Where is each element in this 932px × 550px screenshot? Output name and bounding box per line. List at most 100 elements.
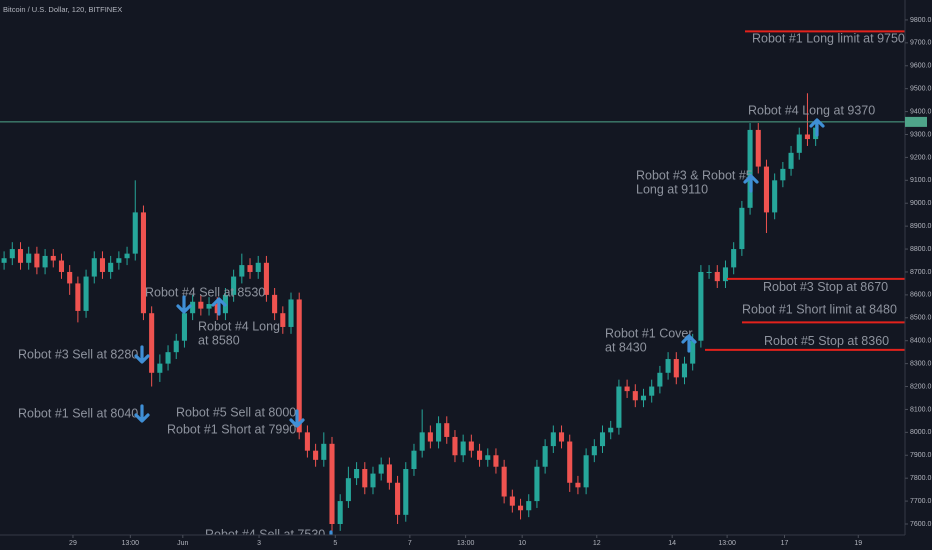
- candle-body: [99, 258, 106, 272]
- annotation-text: at 8430: [605, 340, 647, 354]
- candle-body: [206, 304, 212, 309]
- candle-body: [296, 299, 302, 433]
- y-tick-label: 9000.0: [910, 200, 932, 207]
- x-tick-label: 29: [69, 540, 77, 547]
- annotation-text: Robot #4 Long at 9370: [748, 103, 875, 117]
- y-tick-label: 8700.0: [910, 269, 932, 276]
- candle-body: [50, 255, 56, 261]
- signal-arrow: [176, 295, 192, 314]
- candle-body: [739, 207, 745, 250]
- y-tick-label: 8200.0: [910, 383, 932, 390]
- annotation-text: Robot #3 Sell at 8280: [18, 347, 138, 361]
- candle-body: [468, 441, 474, 451]
- candle-body: [75, 283, 81, 311]
- candle-body: [26, 253, 32, 263]
- x-tick-label: 14: [668, 540, 676, 547]
- x-tick-label: 7: [408, 540, 412, 547]
- candle-body: [149, 313, 155, 373]
- candle-body: [58, 260, 65, 272]
- candle-body: [190, 301, 196, 314]
- candle-body: [403, 469, 409, 515]
- candle-body: [378, 464, 384, 474]
- y-tick-label: 8500.0: [910, 315, 932, 322]
- candle-body: [714, 271, 720, 282]
- x-tick-label: 13:00: [457, 540, 475, 547]
- candle-body: [436, 423, 442, 442]
- x-tick-label: Jun: [177, 540, 188, 547]
- x-tick-label: 19: [854, 540, 862, 547]
- candle-body: [485, 455, 491, 460]
- candle-body: [345, 478, 351, 502]
- chart-title: Bitcoin / U.S. Dollar, 120, BITFINEX: [3, 5, 122, 14]
- y-tick-label: 9200.0: [910, 154, 932, 161]
- candle-body: [9, 249, 15, 259]
- candle-body: [526, 501, 532, 511]
- candle-body: [649, 386, 655, 396]
- signal-arrow: [743, 174, 759, 193]
- y-tick-label: 9100.0: [910, 177, 932, 184]
- candle-body: [624, 386, 630, 392]
- candle-body: [181, 313, 187, 341]
- signal-arrow: [289, 409, 305, 428]
- candle-body: [731, 249, 737, 268]
- annotation-text: Robot #3 & Robot #5: [636, 168, 753, 182]
- candle-body: [804, 134, 810, 140]
- candle-body: [132, 212, 138, 254]
- candle-body: [722, 267, 729, 282]
- candle-body: [427, 432, 433, 442]
- y-tick-label: 8100.0: [910, 406, 932, 413]
- candle-body: [665, 359, 671, 373]
- candle-body: [706, 271, 712, 273]
- candle-body: [772, 180, 778, 213]
- y-tick-label: 9700.0: [910, 40, 932, 47]
- candle-body: [165, 352, 171, 364]
- candle-body: [452, 436, 458, 456]
- signal-arrow: [809, 118, 825, 137]
- candle-body: [173, 340, 179, 353]
- y-tick-label: 9300.0: [910, 131, 932, 138]
- candle-body: [550, 432, 556, 447]
- candle-body: [255, 262, 261, 272]
- candle-body: [419, 432, 425, 451]
- signal-arrow: [211, 297, 227, 316]
- candle-body: [370, 473, 376, 488]
- candle-body: [616, 386, 622, 428]
- candle-body: [690, 340, 696, 364]
- annotation-text: Robot #4 Sell at 7530: [205, 527, 325, 541]
- candle-body: [657, 372, 663, 387]
- candle-body: [599, 432, 606, 447]
- y-tick-label: 8000.0: [910, 429, 932, 436]
- level-label: Robot #3 Stop at 8670: [763, 280, 888, 294]
- y-tick-label: 8800.0: [910, 246, 932, 253]
- candle-body: [157, 363, 163, 373]
- candle-body: [140, 212, 146, 314]
- signal-arrow: [134, 345, 150, 364]
- annotation-text: Robot #4 Long: [198, 319, 280, 333]
- level-label: Robot #5 Stop at 8360: [764, 334, 889, 348]
- annotation-text: Robot #4 Sell at 8530: [145, 285, 265, 299]
- candle-body: [288, 299, 294, 327]
- x-tick-label: 5: [333, 540, 337, 547]
- candle-body: [34, 253, 40, 268]
- candle-body: [460, 441, 466, 456]
- x-tick-label: 13:00: [122, 540, 140, 547]
- candle-body: [583, 455, 589, 488]
- level-label: Robot #1 Short limit at 8480: [742, 303, 897, 317]
- candle-body: [280, 313, 286, 327]
- candle-body: [116, 258, 122, 263]
- candle-body: [362, 469, 368, 488]
- candle-body: [247, 265, 253, 272]
- candle-body: [214, 304, 220, 314]
- candle-body: [386, 464, 392, 483]
- candle-body: [313, 450, 319, 460]
- candle-body: [501, 466, 507, 497]
- candle-body: [640, 395, 647, 401]
- y-tick-label: 7800.0: [910, 475, 932, 482]
- candle-body: [444, 423, 450, 437]
- y-tick-label: 9400.0: [910, 108, 932, 115]
- candle-body: [329, 443, 335, 525]
- x-tick-label: 17: [781, 540, 789, 547]
- candle-body: [608, 427, 614, 433]
- candle-body: [517, 505, 524, 511]
- candle-body: [83, 276, 89, 311]
